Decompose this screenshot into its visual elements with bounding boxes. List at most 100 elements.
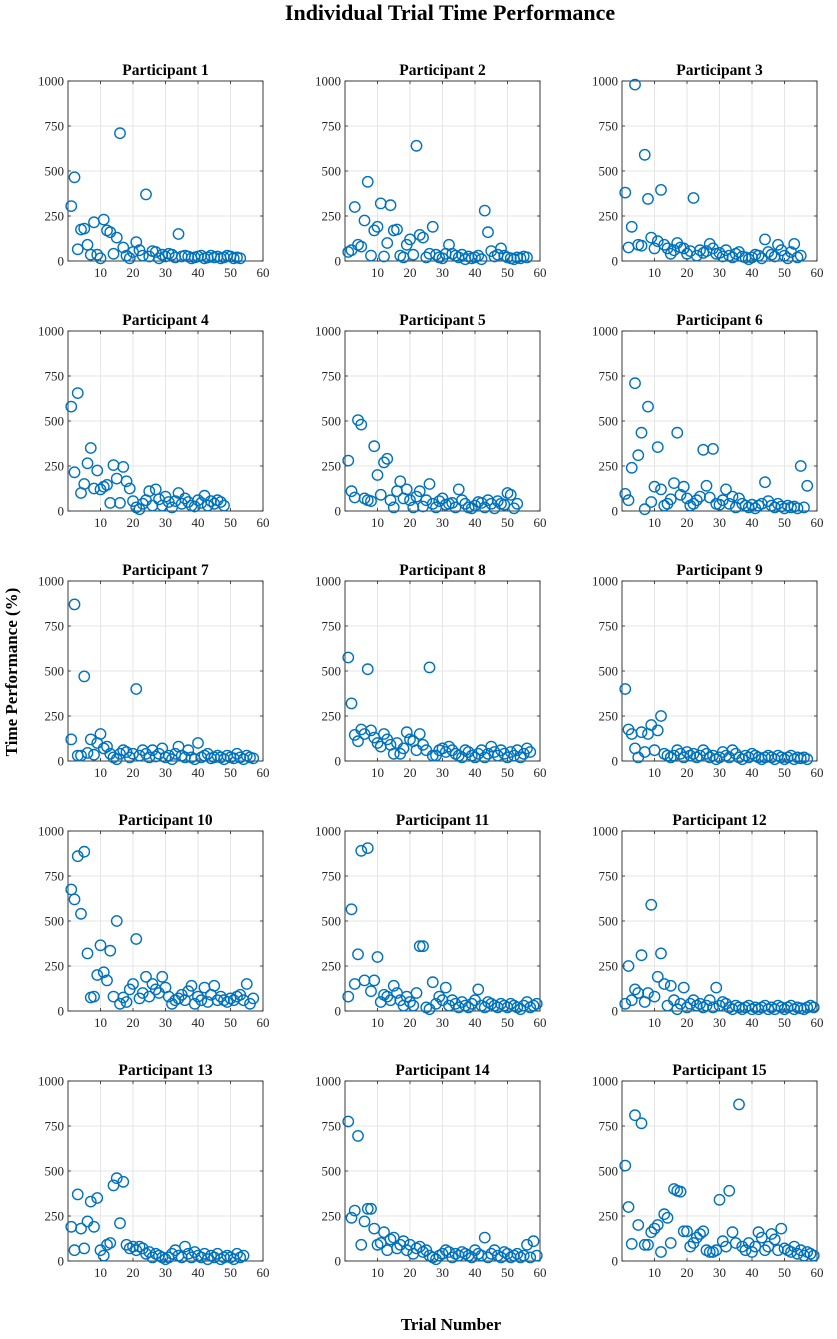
data-point — [697, 744, 710, 757]
x-tick-label: 20 — [404, 1015, 417, 1030]
data-point — [101, 974, 113, 987]
data-point — [794, 249, 807, 262]
data-point — [482, 226, 494, 239]
x-tick-label: 10 — [371, 1265, 384, 1280]
panel-participant-4: 10 20 30 40 50 60 0 250 500 750 1000 Participant 4 — [38, 312, 270, 530]
y-tick-label: 1000 — [315, 1074, 341, 1089]
data-point — [355, 418, 368, 431]
data-point — [648, 990, 661, 1003]
y-tick-label: 0 — [58, 1254, 65, 1269]
data-point — [619, 1159, 632, 1172]
data-point — [91, 969, 104, 981]
data-point — [365, 495, 377, 507]
data-point — [381, 237, 394, 249]
data-point — [661, 1211, 674, 1224]
x-tick-label: 40 — [746, 1015, 759, 1030]
data-point — [140, 188, 152, 201]
data-point — [527, 1235, 540, 1248]
y-tick-label: 750 — [45, 619, 65, 634]
panel-title: Participant 12 — [672, 812, 767, 829]
data-point — [674, 488, 687, 501]
data-point — [387, 747, 400, 760]
x-tick-label: 10 — [94, 515, 107, 530]
data-point — [365, 985, 377, 998]
data-point — [94, 252, 107, 265]
data-point — [413, 228, 426, 241]
data-point — [524, 1251, 537, 1264]
data-point — [247, 992, 260, 1005]
y-tick-label: 250 — [599, 709, 619, 724]
y-tick-label: 750 — [322, 619, 342, 634]
data-point — [240, 978, 253, 990]
x-axis-label: Trial Number — [401, 1315, 502, 1334]
x-tick-label: 50 — [778, 765, 791, 780]
data-point — [368, 224, 381, 237]
y-tick-label: 750 — [45, 119, 65, 134]
y-tick-label: 0 — [612, 1004, 619, 1019]
data-point — [521, 251, 533, 264]
data-point — [713, 1193, 726, 1206]
data-point — [101, 740, 113, 753]
x-tick-label: 30 — [159, 265, 172, 280]
x-tick-label: 10 — [648, 1265, 661, 1280]
data-point — [521, 1238, 533, 1251]
data-point — [114, 127, 126, 140]
x-tick-label: 10 — [94, 265, 107, 280]
x-tick-label: 40 — [192, 1265, 205, 1280]
panel-title: Participant 11 — [396, 812, 489, 829]
y-tick-label: 250 — [322, 959, 342, 974]
data-point — [162, 749, 175, 762]
data-point — [465, 502, 478, 515]
x-tick-label: 20 — [681, 1015, 694, 1030]
data-point — [700, 479, 713, 492]
x-tick-label: 30 — [436, 1265, 449, 1280]
y-tick-label: 0 — [58, 254, 65, 269]
x-tick-label: 50 — [224, 1015, 237, 1030]
data-point — [530, 1249, 543, 1262]
y-tick-label: 1000 — [315, 824, 341, 839]
data-point — [622, 1201, 635, 1213]
data-point — [622, 960, 635, 972]
y-tick-label: 500 — [322, 1164, 342, 1179]
data-point — [642, 987, 654, 999]
x-tick-label: 50 — [224, 1265, 237, 1280]
data-point — [635, 726, 648, 739]
data-point — [404, 494, 416, 507]
y-tick-label: 0 — [612, 1254, 619, 1269]
x-tick-label: 60 — [534, 515, 547, 530]
data-point — [355, 1238, 368, 1251]
data-point — [237, 1249, 250, 1262]
data-point — [768, 1233, 781, 1246]
panel-participant-2: 10 20 30 40 50 60 0 250 500 750 1000 Participant 2 — [315, 62, 547, 280]
data-point — [188, 500, 201, 513]
data-point — [759, 476, 771, 489]
data-point — [681, 1225, 693, 1238]
data-point — [172, 992, 185, 1005]
data-point — [361, 663, 374, 676]
data-point — [651, 441, 664, 453]
data-point — [247, 752, 260, 765]
data-point — [655, 710, 667, 722]
x-tick-label: 10 — [648, 515, 661, 530]
data-point — [632, 1219, 645, 1231]
data-point — [495, 242, 507, 255]
panel-title: Participant 7 — [122, 562, 209, 579]
data-point — [361, 175, 374, 188]
y-tick-label: 1000 — [592, 74, 618, 89]
data-point — [342, 990, 355, 1003]
data-point — [638, 503, 651, 516]
data-point — [664, 493, 677, 506]
data-point — [733, 1098, 745, 1111]
x-tick-label: 30 — [436, 265, 449, 280]
data-point — [365, 724, 377, 737]
x-tick-label: 40 — [746, 765, 759, 780]
x-tick-label: 30 — [713, 515, 726, 530]
data-point — [423, 661, 436, 674]
y-tick-label: 0 — [58, 1004, 65, 1019]
data-point — [342, 1115, 355, 1128]
data-point — [394, 475, 407, 488]
x-tick-label: 50 — [501, 265, 514, 280]
data-point — [358, 1215, 371, 1228]
x-tick-label: 20 — [681, 265, 694, 280]
data-point — [710, 981, 723, 994]
